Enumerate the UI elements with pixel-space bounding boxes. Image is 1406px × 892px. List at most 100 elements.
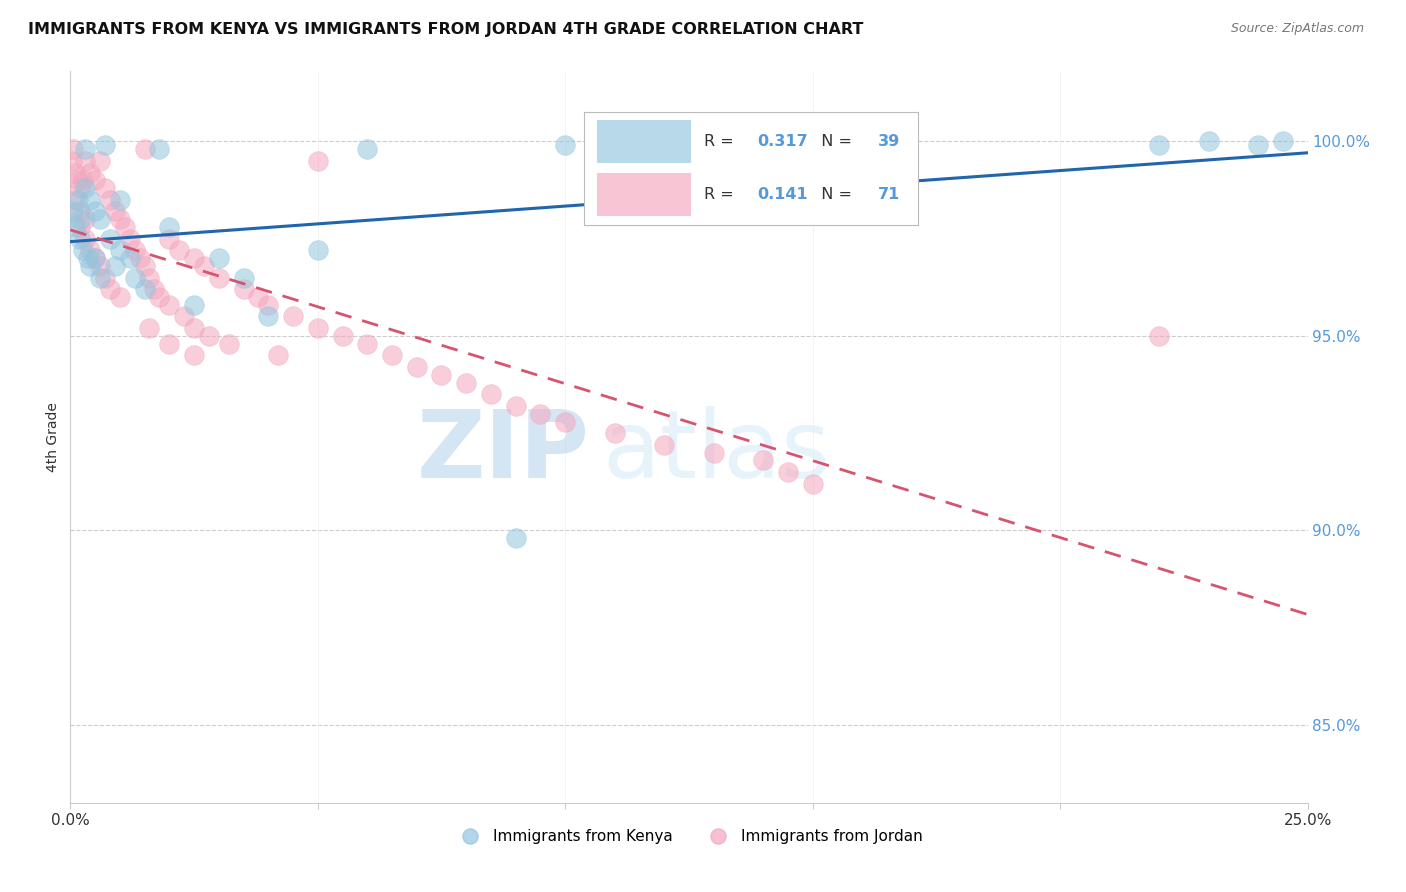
Point bbox=[456, 376, 478, 390]
Point bbox=[60, 153, 83, 168]
Point bbox=[183, 321, 205, 335]
Point bbox=[66, 173, 89, 187]
Point bbox=[281, 310, 304, 324]
Point bbox=[247, 290, 270, 304]
Point bbox=[89, 153, 111, 168]
Point bbox=[148, 290, 170, 304]
Point bbox=[79, 244, 101, 258]
Point bbox=[183, 251, 205, 265]
Point bbox=[801, 476, 824, 491]
Point bbox=[84, 251, 107, 265]
Point bbox=[98, 232, 121, 246]
Point bbox=[776, 465, 799, 479]
Point bbox=[104, 259, 127, 273]
Point bbox=[505, 531, 527, 545]
Point bbox=[79, 259, 101, 273]
Point bbox=[232, 270, 254, 285]
Point bbox=[65, 193, 87, 207]
Point bbox=[84, 204, 107, 219]
Point bbox=[307, 244, 329, 258]
Point bbox=[405, 359, 427, 374]
Point bbox=[108, 290, 131, 304]
Point bbox=[69, 232, 91, 246]
Point bbox=[157, 336, 180, 351]
Point bbox=[76, 251, 98, 265]
Point bbox=[79, 193, 101, 207]
Y-axis label: 4th Grade: 4th Grade bbox=[46, 402, 60, 472]
Point bbox=[603, 426, 626, 441]
Point bbox=[138, 270, 160, 285]
Point bbox=[134, 142, 156, 156]
Point bbox=[89, 259, 111, 273]
Point bbox=[108, 193, 131, 207]
Point bbox=[138, 321, 160, 335]
Point bbox=[75, 232, 97, 246]
Point bbox=[356, 336, 378, 351]
Point bbox=[554, 415, 576, 429]
Point bbox=[554, 138, 576, 153]
Point bbox=[62, 142, 84, 156]
Point bbox=[69, 212, 91, 227]
Point bbox=[332, 329, 354, 343]
Point bbox=[267, 348, 290, 362]
Point bbox=[198, 329, 221, 343]
Point bbox=[108, 212, 131, 227]
Point bbox=[257, 298, 280, 312]
Point bbox=[173, 310, 195, 324]
Point bbox=[183, 298, 205, 312]
Point bbox=[1147, 138, 1170, 153]
Point bbox=[167, 244, 190, 258]
Legend: Immigrants from Kenya, Immigrants from Jordan: Immigrants from Kenya, Immigrants from J… bbox=[449, 822, 929, 850]
Point bbox=[356, 142, 378, 156]
Point bbox=[65, 165, 87, 179]
Point bbox=[118, 232, 141, 246]
Point bbox=[801, 138, 824, 153]
Point bbox=[72, 244, 94, 258]
Point bbox=[703, 445, 725, 459]
Point bbox=[529, 407, 551, 421]
Point bbox=[75, 212, 97, 227]
Point bbox=[307, 321, 329, 335]
Point bbox=[114, 219, 136, 234]
Point bbox=[157, 232, 180, 246]
Point bbox=[104, 204, 127, 219]
Point bbox=[652, 438, 675, 452]
Point bbox=[193, 259, 215, 273]
Point bbox=[69, 204, 91, 219]
Point bbox=[118, 251, 141, 265]
Point bbox=[89, 212, 111, 227]
Point bbox=[257, 310, 280, 324]
Point bbox=[148, 142, 170, 156]
Point bbox=[1198, 135, 1220, 149]
Point bbox=[94, 181, 117, 195]
Point bbox=[183, 348, 205, 362]
Point bbox=[84, 251, 107, 265]
Point bbox=[75, 181, 97, 195]
Point bbox=[143, 282, 166, 296]
Text: Source: ZipAtlas.com: Source: ZipAtlas.com bbox=[1230, 22, 1364, 36]
Point bbox=[134, 282, 156, 296]
Point bbox=[1247, 138, 1270, 153]
Point bbox=[79, 165, 101, 179]
Point bbox=[208, 251, 231, 265]
Point bbox=[1147, 329, 1170, 343]
Point bbox=[72, 173, 94, 187]
Point bbox=[108, 244, 131, 258]
Point bbox=[66, 193, 89, 207]
Point bbox=[98, 282, 121, 296]
Point bbox=[1271, 135, 1294, 149]
Point bbox=[62, 204, 84, 219]
Point bbox=[307, 153, 329, 168]
Point bbox=[208, 270, 231, 285]
Point bbox=[430, 368, 453, 382]
Point bbox=[69, 219, 91, 234]
Point bbox=[94, 138, 117, 153]
Point bbox=[703, 138, 725, 153]
Point bbox=[94, 270, 117, 285]
Point bbox=[69, 181, 91, 195]
Point bbox=[232, 282, 254, 296]
Point bbox=[98, 193, 121, 207]
Text: ZIP: ZIP bbox=[418, 406, 591, 498]
Point bbox=[134, 259, 156, 273]
Point bbox=[65, 219, 87, 234]
